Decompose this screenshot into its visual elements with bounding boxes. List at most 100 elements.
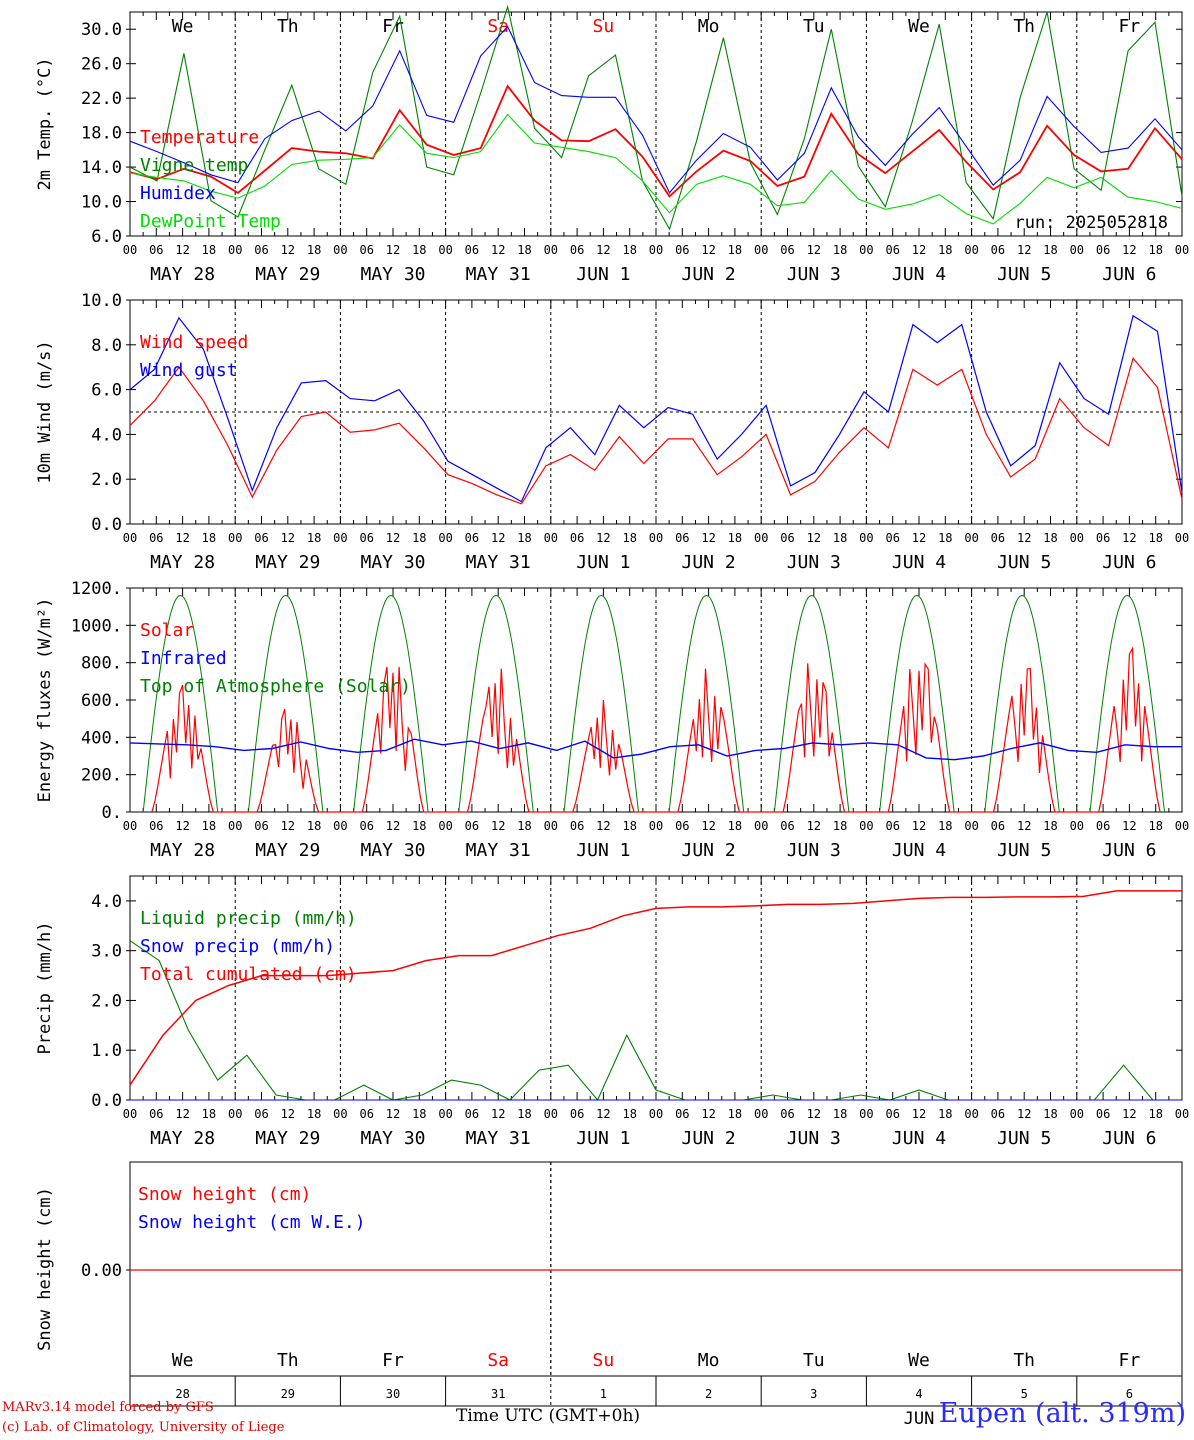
weekday-label: Su bbox=[593, 1350, 615, 1371]
hour-label: 18 bbox=[1043, 1107, 1057, 1121]
hour-label: 00 bbox=[123, 531, 137, 545]
date-label: JUN 3 bbox=[787, 1128, 841, 1149]
hour-label: 00 bbox=[754, 819, 768, 833]
legend-entry: Temperature bbox=[140, 127, 259, 148]
panel-4: Snow height (cm) 0.00 Snow height (cm) Snow… bbox=[35, 1161, 1183, 1429]
hour-label: 00 bbox=[228, 243, 242, 257]
date-label: MAY 29 bbox=[255, 840, 320, 861]
legend-entry: Snow height (cm W.E.) bbox=[138, 1212, 366, 1233]
weekday-label: Th bbox=[277, 16, 299, 37]
legend-entry: Liquid precip (mm/h) bbox=[140, 908, 357, 929]
hour-label: 00 bbox=[544, 1107, 558, 1121]
hour-label: 18 bbox=[412, 531, 426, 545]
hour-label: 12 bbox=[1017, 819, 1031, 833]
y-tick-label: 18.0 bbox=[81, 124, 122, 144]
hour-label: 00 bbox=[1070, 819, 1084, 833]
hour-label: 00 bbox=[649, 819, 663, 833]
series-humidex bbox=[129, 25, 1183, 194]
day-number: 29 bbox=[281, 1387, 295, 1401]
y-tick-label: 22.0 bbox=[81, 89, 122, 109]
date-label: MAY 30 bbox=[360, 552, 425, 573]
hour-label: 12 bbox=[596, 1107, 610, 1121]
hour-label: 06 bbox=[1096, 531, 1110, 545]
hour-label: 00 bbox=[333, 243, 347, 257]
legend-entry: DewPoint Temp bbox=[140, 211, 281, 232]
hour-label: 18 bbox=[1148, 1107, 1162, 1121]
date-label: JUN 4 bbox=[892, 552, 946, 573]
y-axis-label: 10m Wind (m/s) bbox=[35, 340, 55, 483]
y-tick-label: 600. bbox=[81, 691, 122, 711]
hour-label: 06 bbox=[1096, 819, 1110, 833]
date-label: MAY 29 bbox=[255, 552, 320, 573]
weekday-label: Th bbox=[277, 1350, 299, 1371]
hour-label: 18 bbox=[833, 1107, 847, 1121]
hour-label: 00 bbox=[438, 1107, 452, 1121]
hour-label: 18 bbox=[938, 531, 952, 545]
hour-label: 00 bbox=[859, 819, 873, 833]
hour-label: 00 bbox=[649, 1107, 663, 1121]
hour-label: 12 bbox=[491, 243, 505, 257]
legend-entry: Infrared bbox=[140, 648, 227, 669]
date-label: JUN 2 bbox=[682, 1128, 736, 1149]
hour-label: 18 bbox=[202, 819, 216, 833]
date-label: MAY 28 bbox=[150, 840, 215, 861]
panel-frame bbox=[129, 587, 1183, 813]
y-tick-label: 0. bbox=[102, 803, 122, 823]
hour-label: 12 bbox=[596, 819, 610, 833]
hour-label: 12 bbox=[281, 1107, 295, 1121]
date-label: JUN 2 bbox=[682, 840, 736, 861]
hour-label: 06 bbox=[780, 819, 794, 833]
time-axis-label: Time UTC (GMT+0h) bbox=[456, 1406, 641, 1426]
date-label: JUN 6 bbox=[1102, 840, 1156, 861]
hour-label: 06 bbox=[780, 1107, 794, 1121]
hour-label: 06 bbox=[465, 531, 479, 545]
hour-label: 12 bbox=[386, 1107, 400, 1121]
date-label: JUN 4 bbox=[892, 264, 946, 285]
series-infrared bbox=[129, 738, 1182, 761]
hour-label: 18 bbox=[202, 531, 216, 545]
date-label: JUN 1 bbox=[576, 1128, 630, 1149]
hour-label: 18 bbox=[938, 819, 952, 833]
hour-label: 12 bbox=[807, 243, 821, 257]
hour-label: 18 bbox=[412, 243, 426, 257]
hour-label: 00 bbox=[438, 531, 452, 545]
date-label: JUN 3 bbox=[787, 264, 841, 285]
legend-entry: Solar bbox=[140, 620, 194, 641]
date-label: MAY 31 bbox=[466, 552, 531, 573]
hour-label: 18 bbox=[833, 819, 847, 833]
hour-label: 18 bbox=[517, 531, 531, 545]
date-label: JUN 2 bbox=[682, 552, 736, 573]
hour-label: 18 bbox=[728, 819, 742, 833]
day-number: 30 bbox=[386, 1387, 400, 1401]
panel-2: 00 06 12 18 MAY 28 00 06 12 18 MAY 29 00 06 12 18 MAY … bbox=[35, 579, 1189, 861]
y-tick-label: 1.0 bbox=[91, 1041, 122, 1061]
hour-label: 06 bbox=[254, 531, 268, 545]
hour-label: 00 bbox=[544, 531, 558, 545]
legend-entry: Wind speed bbox=[140, 332, 248, 353]
hour-label: 06 bbox=[359, 531, 373, 545]
hour-label: 12 bbox=[1017, 243, 1031, 257]
hour-label: 12 bbox=[386, 243, 400, 257]
hour-label: 18 bbox=[517, 243, 531, 257]
weekday-label: We bbox=[908, 1350, 930, 1371]
hour-label: 12 bbox=[701, 819, 715, 833]
y-tick-label: 30.0 bbox=[81, 20, 122, 40]
date-label: MAY 28 bbox=[150, 552, 215, 573]
y-tick-label: 4.0 bbox=[91, 892, 122, 912]
hour-label: 00 bbox=[438, 243, 452, 257]
hour-label: 12 bbox=[175, 243, 189, 257]
hour-label: 18 bbox=[517, 1107, 531, 1121]
hour-label: 18 bbox=[622, 243, 636, 257]
date-label: JUN 5 bbox=[997, 1128, 1051, 1149]
hour-label: 12 bbox=[1122, 819, 1136, 833]
date-label: JUN 6 bbox=[1102, 1128, 1156, 1149]
y-tick-label: 0.0 bbox=[91, 1091, 122, 1111]
day-number: 4 bbox=[915, 1387, 922, 1401]
hour-label: 00 bbox=[964, 531, 978, 545]
hour-label: 18 bbox=[728, 1107, 742, 1121]
hour-label: 00 bbox=[228, 531, 242, 545]
hour-label: 18 bbox=[1043, 243, 1057, 257]
hour-label: 00 bbox=[1070, 1107, 1084, 1121]
hour-label: 00 bbox=[964, 243, 978, 257]
